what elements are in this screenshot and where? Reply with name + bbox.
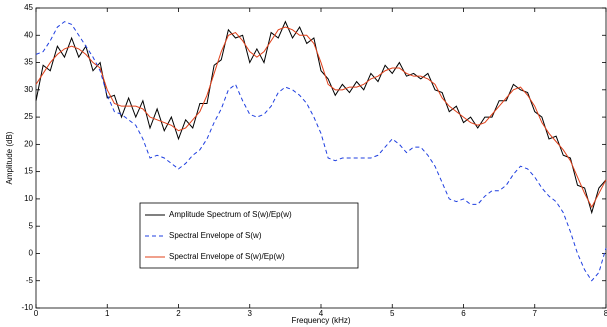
y-tick-label: 5 (29, 221, 34, 230)
y-tick-label: 40 (24, 30, 33, 39)
legend-box (139, 202, 359, 269)
x-tick-label: 5 (390, 309, 395, 318)
x-tick-label: 8 (604, 309, 607, 318)
legend-label: Amplitude Spectrum of S(w)/Ep(w) (169, 210, 292, 219)
y-tick-label: 45 (24, 3, 33, 12)
y-tick-label: 10 (24, 194, 33, 203)
series-line (35, 21, 607, 282)
x-tick-label: 4 (319, 309, 324, 318)
x-tick-label: 7 (533, 309, 538, 318)
y-tick-label: 0 (29, 249, 34, 258)
x-tick-label: 3 (248, 309, 253, 318)
x-axis-label: Frequency (kHz) (291, 316, 350, 325)
y-tick-label: 35 (24, 58, 33, 67)
legend-label: Spectral Envelope of S(w) (169, 231, 262, 240)
series-line (35, 20, 607, 215)
legend-label: Spectral Envelope of S(w)/Ep(w) (169, 252, 285, 261)
y-tick-label: 15 (24, 167, 33, 176)
x-tick-label: 2 (176, 309, 181, 318)
x-tick-label: 1 (105, 309, 110, 318)
y-tick-label: 20 (24, 139, 33, 148)
y-tick-label: 30 (24, 85, 33, 94)
x-tick-label: 0 (34, 309, 39, 318)
y-axis-label: Amplitude (dB) (5, 131, 14, 184)
y-tick-label: -10 (21, 303, 33, 312)
y-tick-label: 25 (24, 112, 33, 121)
series-line (35, 26, 607, 209)
x-tick-label: 6 (461, 309, 466, 318)
y-tick-label: -5 (26, 276, 34, 285)
